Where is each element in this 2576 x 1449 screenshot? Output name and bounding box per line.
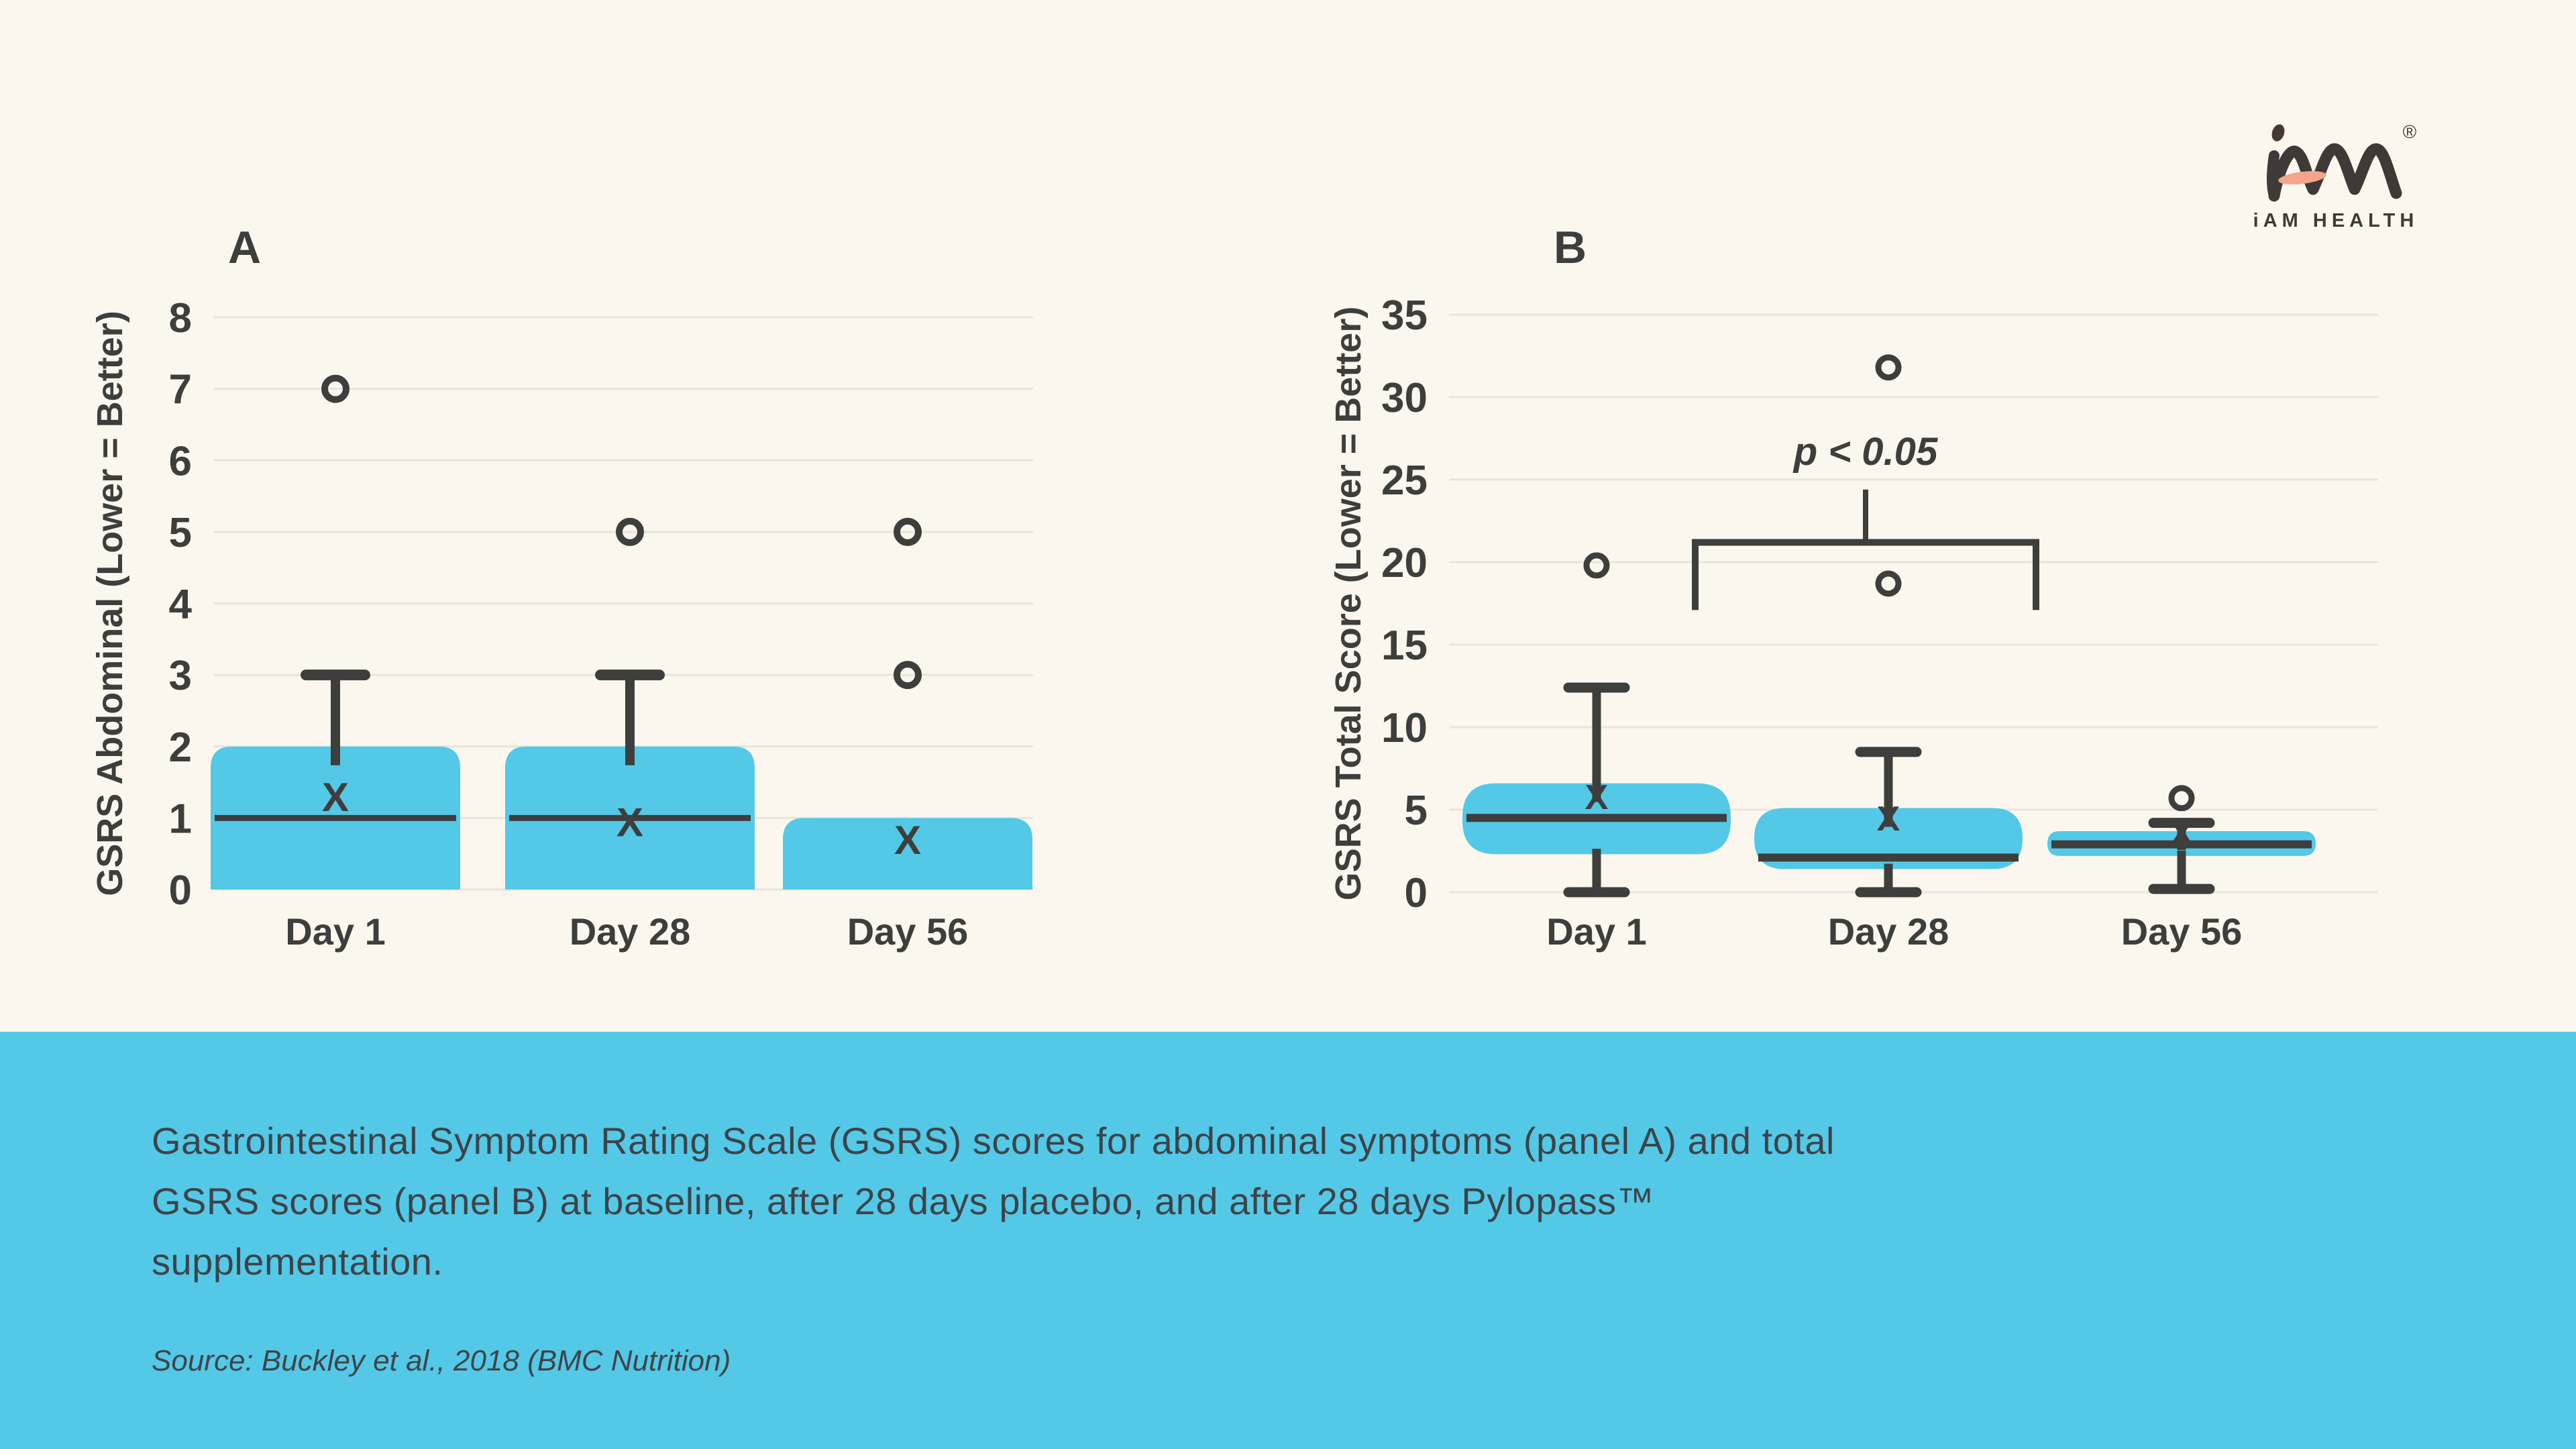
outlier-point <box>1875 570 1902 597</box>
box-group: X <box>2047 785 2316 894</box>
registered-trademark: ® <box>2403 121 2417 142</box>
mean-marker: X <box>322 775 349 820</box>
y-tick-label: 20 <box>1381 540 1428 586</box>
y-tick-label: 7 <box>169 367 192 413</box>
panel-b: 0 5 10 15 20 25 30 35 GSRS Total Score (Lower = … <box>1328 222 2378 953</box>
figure-caption: Gastrointestinal Symptom Rating Scale (G… <box>0 1032 2576 1292</box>
outlier-point <box>1583 552 1610 579</box>
y-axis-title: GSRS Total Score (Lower = Better) <box>1328 307 1368 901</box>
outlier-point <box>894 661 922 690</box>
y-tick-label: 15 <box>1381 623 1428 669</box>
y-tick-label: 25 <box>1381 458 1428 504</box>
outlier-point <box>616 517 644 546</box>
panel-a: 0 1 2 3 4 5 6 7 8 GSRS Abdominal (Lower = Better)… <box>90 222 1033 953</box>
box-group: X <box>505 517 755 890</box>
outlier-point <box>321 374 350 403</box>
x-category-label: Day 1 <box>1546 910 1646 953</box>
y-tick-label: 1 <box>169 796 192 842</box>
mean-marker: X <box>616 800 643 845</box>
x-category-label: Day 56 <box>2121 910 2243 953</box>
y-axis-title: GSRS Abdominal (Lower = Better) <box>90 311 130 896</box>
y-tick-label: 0 <box>169 867 192 914</box>
caption-line-3: supplementation. <box>152 1240 443 1283</box>
y-tick-label: 30 <box>1381 375 1428 421</box>
significance-label: p < 0.05 <box>1792 430 1938 474</box>
y-tick-label: 6 <box>169 438 192 484</box>
outlier-point <box>894 517 922 546</box>
box-group: X <box>1462 552 1731 898</box>
y-tick-label: 0 <box>1405 870 1428 916</box>
x-category-label: Day 56 <box>847 910 969 953</box>
x-category-label: Day 1 <box>285 910 385 953</box>
y-tick-label: 10 <box>1381 705 1428 751</box>
logo-wordmark: iAM HEALTH <box>2253 210 2419 231</box>
caption-line-2: GSRS scores (panel B) at baseline, after… <box>152 1180 1655 1222</box>
x-category-label: Day 28 <box>1828 910 1949 953</box>
outlier-point <box>1875 354 1902 381</box>
box-group: X <box>1754 354 2023 898</box>
x-category-label: Day 28 <box>570 910 691 953</box>
caption-band: Gastrointestinal Symptom Rating Scale (G… <box>0 1032 2576 1449</box>
mean-marker: X <box>1585 778 1609 817</box>
logo-i-dot-icon <box>2271 124 2285 142</box>
y-tick-label: 5 <box>1405 788 1428 834</box>
mean-marker: X <box>2170 814 2194 853</box>
box-group: X <box>211 374 460 890</box>
y-tick-label: 5 <box>169 510 192 556</box>
box <box>783 818 1032 890</box>
outlier-point <box>2168 785 2195 812</box>
panel-letter: A <box>228 222 261 273</box>
y-tick-label: 3 <box>169 653 192 699</box>
source-citation: Source: Buckley et al., 2018 (BMC Nutrit… <box>152 1344 731 1377</box>
iam-health-logo: ® iAM HEALTH <box>2253 121 2419 231</box>
y-tick-label: 8 <box>169 295 192 341</box>
y-tick-label: 2 <box>169 724 192 771</box>
significance-annotation: p < 0.05 <box>1692 430 2039 610</box>
mean-marker: X <box>1877 800 1900 839</box>
y-tick-label: 35 <box>1381 292 1428 339</box>
panel-letter: B <box>1554 222 1587 273</box>
caption-line-1: Gastrointestinal Symptom Rating Scale (G… <box>152 1120 1835 1162</box>
logo-peach-dash-icon <box>2278 171 2326 184</box>
y-tick-label: 4 <box>169 582 193 628</box>
mean-marker: X <box>894 818 921 863</box>
logo-wave-icon <box>2268 143 2402 202</box>
box-group: X <box>783 517 1032 890</box>
